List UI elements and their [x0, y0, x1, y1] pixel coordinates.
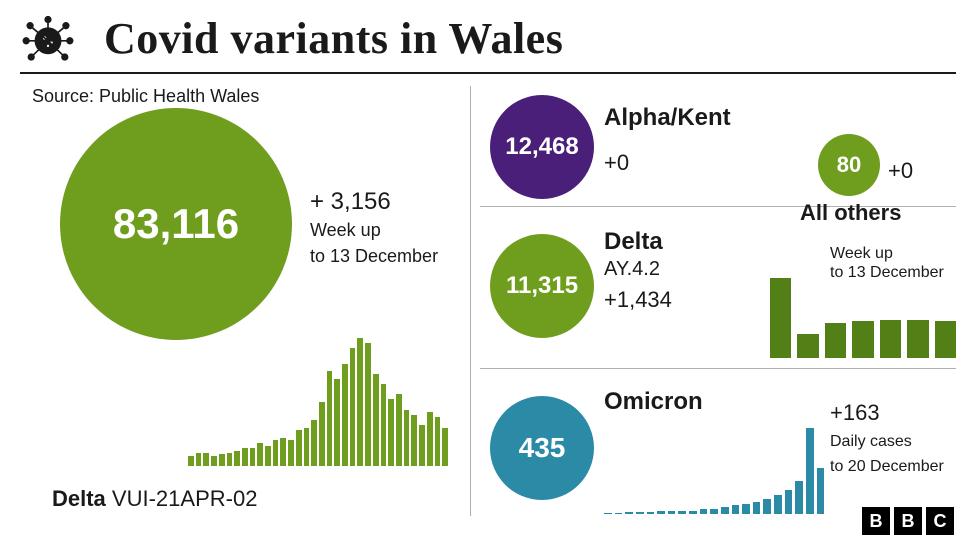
omicron-bar [604, 513, 612, 514]
omicron-bar [763, 499, 771, 514]
delta_ay-bar [935, 321, 956, 358]
omicron-bar [678, 511, 686, 514]
delta-bar [373, 374, 379, 466]
omicron-bar [753, 502, 761, 514]
omicron-bar [817, 468, 825, 514]
delta-bar [234, 451, 240, 466]
delta-bar [265, 446, 271, 466]
delta_ay-bar [797, 334, 818, 358]
alpha-name: Alpha/Kent [604, 104, 731, 132]
delta-bar [327, 371, 333, 466]
delta-bar [404, 410, 410, 466]
delta-bar [350, 348, 356, 466]
bbc-logo: B B C [862, 507, 954, 535]
omicron-increase: +163 [830, 400, 944, 426]
delta-ay-bar-chart [770, 278, 956, 358]
delta-subtext-1: Week up [310, 220, 438, 242]
others-circle: 80 [818, 134, 880, 196]
others-increase: +0 [888, 158, 913, 184]
omicron-bar-chart [604, 428, 824, 514]
delta-bar [203, 453, 209, 466]
delta_ay-bar [907, 320, 928, 358]
delta-bar [427, 412, 433, 466]
delta-bar [250, 448, 256, 466]
delta-bar [311, 420, 317, 466]
alpha-circle: 12,468 [490, 95, 594, 199]
delta-bar [357, 338, 363, 466]
delta-bar [211, 456, 217, 466]
delta_ay-bar [880, 320, 901, 358]
omicron-bar [625, 512, 633, 514]
omicron-bar [806, 428, 814, 514]
delta-bar [257, 443, 263, 466]
virus-icon [20, 10, 76, 66]
delta-bar [435, 417, 441, 466]
delta-bar [304, 428, 310, 466]
omicron-bar [742, 504, 750, 514]
delta-ay-name: Delta [604, 228, 672, 256]
omicron-bar [732, 505, 740, 514]
omicron-bar [657, 511, 665, 514]
delta-ay-sub: AY.4.2 [604, 258, 672, 281]
ay-chart-label-1: Week up [830, 244, 944, 263]
delta-bar [334, 379, 340, 466]
delta-bar [219, 454, 225, 466]
alpha-increase: +0 [604, 150, 731, 176]
delta-bar [396, 394, 402, 466]
omicron-bar [668, 511, 676, 514]
delta-bar-chart [188, 338, 448, 466]
delta-circle: 83,116 [60, 108, 292, 340]
horizontal-divider-2 [480, 368, 956, 369]
delta-label: Delta VUI-21APR-02 [52, 486, 257, 512]
omicron-bar [795, 481, 803, 514]
delta-bar [273, 440, 279, 466]
delta-bar [196, 453, 202, 466]
omicron-bar [700, 509, 708, 514]
delta-bar [365, 343, 371, 466]
delta-bar [388, 399, 394, 466]
delta-subtext-2: to 13 December [310, 246, 438, 268]
vertical-divider [470, 86, 471, 516]
omicron-name: Omicron [604, 388, 703, 416]
omicron-bar [774, 495, 782, 514]
omicron-bar [721, 507, 729, 514]
omicron-bar [647, 512, 655, 514]
delta-bar [419, 425, 425, 466]
omicron-sub-1: Daily cases [830, 432, 944, 451]
omicron-bar [689, 511, 697, 514]
delta-ay-increase: +1,434 [604, 287, 672, 313]
omicron-bar [710, 509, 718, 514]
page-title: Covid variants in Wales [104, 13, 563, 64]
delta-bar [242, 448, 248, 466]
delta-ay-circle: 11,315 [490, 234, 594, 338]
omicron-bar [785, 490, 793, 514]
delta-bar [411, 415, 417, 466]
omicron-circle: 435 [490, 396, 594, 500]
delta_ay-bar [770, 278, 791, 358]
others-label: All others [800, 200, 901, 226]
omicron-bar [615, 513, 623, 514]
source-text: Source: Public Health Wales [32, 86, 259, 107]
header-rule [20, 72, 956, 74]
delta-bar [296, 430, 302, 466]
delta-bar [280, 438, 286, 466]
delta-bar [227, 453, 233, 466]
delta-bar [188, 456, 194, 466]
delta-bar [342, 364, 348, 466]
delta_ay-bar [825, 323, 846, 358]
omicron-bar [636, 512, 644, 514]
delta-bar [288, 440, 294, 466]
delta_ay-bar [852, 321, 873, 358]
delta-bar [319, 402, 325, 466]
delta-increase: + 3,156 [310, 188, 438, 216]
omicron-sub-2: to 20 December [830, 457, 944, 476]
delta-bar [442, 428, 448, 466]
delta-bar [381, 384, 387, 466]
